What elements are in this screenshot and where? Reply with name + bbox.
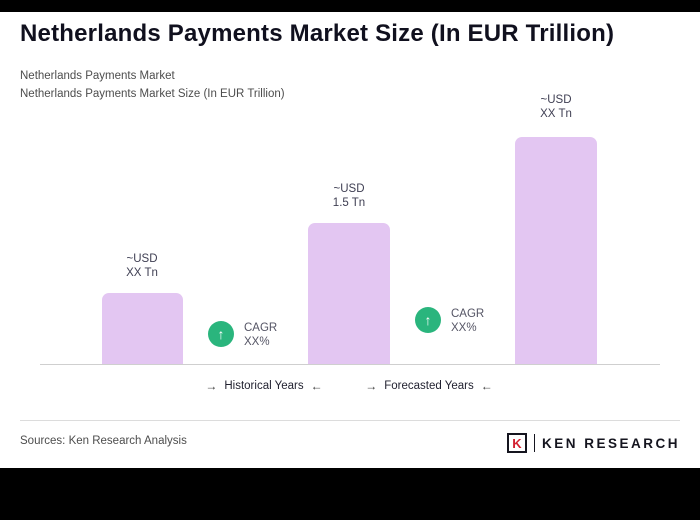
subtitle-line-2: Netherlands Payments Market Size (In EUR… [20,88,285,100]
bar-value-line2: 1.5 Tn [332,197,366,209]
axis-label-text: Historical Years [224,380,304,392]
x-axis-baseline [40,364,660,365]
bar-historical [102,293,183,365]
bar-value-line1: ~USD [126,253,158,265]
left-arrow-icon: ← [310,379,323,393]
bar-value-line1: ~USD [333,183,365,195]
cagr-badge: CAGR XX% [244,321,277,349]
sources-note: Sources: Ken Research Analysis [20,435,187,447]
axis-label-historical-years: → Historical Years ← [184,379,344,393]
growth-up-arrow-icon: ↑ [208,321,234,347]
top-black-bar [0,0,700,12]
bar-value-label: ~USD 1.5 Tn [289,182,409,210]
bar-value-line1: ~USD [540,94,572,106]
bar-base-year [308,223,390,365]
subtitle-line-1: Netherlands Payments Market [20,70,175,82]
bar-value-line2: XX Tn [126,267,158,279]
ken-research-logo: K KEN RESEARCH [506,431,680,455]
bar-forecast [515,137,597,365]
page-title: Netherlands Payments Market Size (In EUR… [20,20,615,47]
right-arrow-icon: → [365,379,378,393]
up-arrow-glyph: ↑ [217,326,225,342]
footer-divider [20,420,680,421]
axis-label-text: Forecasted Years [384,380,474,392]
logo-k-icon: K [506,433,527,453]
axis-label-forecasted-years: → Forecasted Years ← [349,379,509,393]
growth-up-arrow-icon: ↑ [415,307,441,333]
left-arrow-icon: ← [480,379,493,393]
bottom-black-bar [0,468,700,520]
bar-value-line2: XX Tn [540,108,572,120]
cagr-value: XX% [244,336,270,348]
right-arrow-icon: → [205,379,218,393]
up-arrow-glyph: ↑ [424,312,432,328]
cagr-label: CAGR [244,322,278,334]
bar-value-label: ~USD XX Tn [496,93,616,121]
logo-wordmark: KEN RESEARCH [541,435,680,451]
bar-value-label: ~USD XX Tn [82,252,202,280]
cagr-badge: CAGR XX% [451,307,484,335]
cagr-label: CAGR [451,308,485,320]
chart-subtitle: Netherlands Payments Market Netherlands … [20,67,520,103]
logo-separator [533,434,535,452]
cagr-value: XX% [451,322,477,334]
